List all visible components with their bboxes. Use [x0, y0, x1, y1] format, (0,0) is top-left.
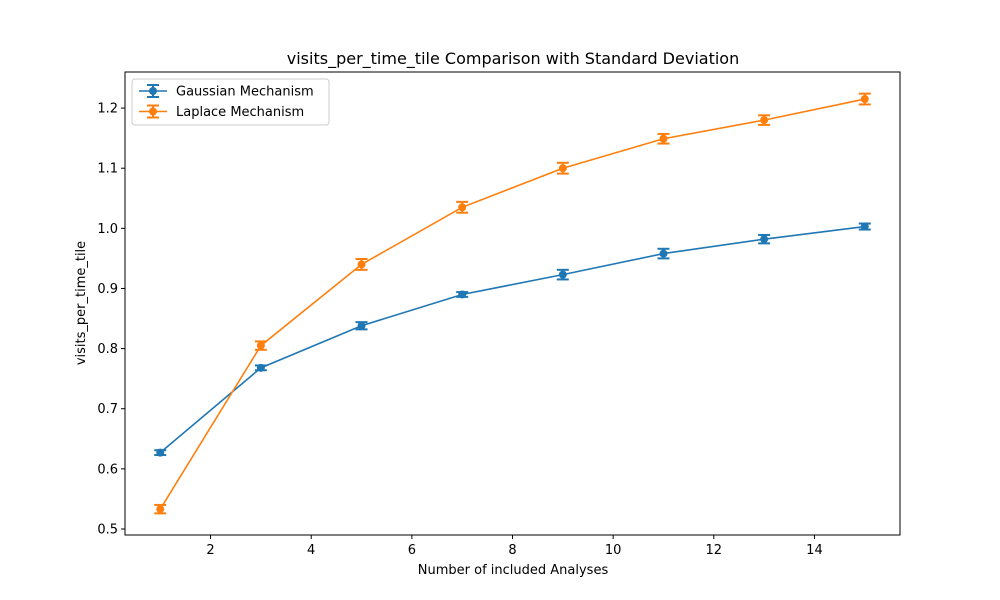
series-line	[159, 98, 865, 510]
data-point	[860, 95, 869, 104]
y-tick-label: 0.9	[97, 282, 118, 297]
legend-swatch-marker	[149, 107, 157, 116]
x-tick-label: 6	[408, 543, 416, 558]
data-point	[458, 290, 467, 299]
data-point	[860, 222, 869, 231]
data-point	[659, 249, 668, 258]
series-1	[154, 222, 871, 457]
data-point	[256, 341, 265, 350]
legend-item-2: Laplace Mechanism	[139, 104, 304, 120]
y-axis: 0.5 0.6 0.7 0.8 0.9 1.0 1.1 1.2	[97, 102, 125, 537]
y-tick-label: 1.0	[97, 222, 118, 237]
data-point	[458, 203, 467, 212]
y-tick-label: 1.1	[97, 162, 118, 177]
legend-label: Gaussian Mechanism	[176, 85, 314, 100]
data-point	[558, 164, 567, 173]
data-point	[156, 505, 165, 514]
data-point	[357, 260, 366, 269]
x-tick-label: 10	[605, 543, 622, 558]
data-point	[659, 134, 668, 143]
plot-area	[154, 92, 871, 515]
x-tick-label: 8	[508, 543, 516, 558]
legend-swatch-marker	[149, 87, 157, 95]
plot-frame	[124, 71, 901, 536]
y-tick-label: 0.8	[97, 342, 118, 357]
y-tick-label: 0.7	[97, 402, 118, 417]
data-point	[558, 270, 567, 279]
y-axis-title: visits_per_time_tile	[74, 241, 89, 365]
y-tick-label: 0.6	[97, 462, 118, 477]
series-2	[154, 92, 871, 515]
x-axis-title: Number of included Analyses	[418, 563, 609, 578]
legend-label: Laplace Mechanism	[176, 105, 304, 120]
data-point	[760, 235, 769, 244]
legend: Gaussian Mechanism Laplace Mechanism	[131, 78, 330, 126]
data-point	[760, 116, 769, 125]
x-axis: 2 4 6 8 10 12 14	[206, 535, 823, 558]
data-point	[357, 321, 366, 330]
data-point	[256, 363, 265, 372]
legend-frame	[131, 78, 330, 126]
x-tick-label: 2	[206, 543, 214, 558]
x-tick-label: 4	[307, 543, 315, 558]
x-tick-label: 14	[806, 543, 823, 558]
legend-item-1: Gaussian Mechanism	[139, 84, 314, 100]
x-tick-label: 12	[706, 543, 723, 558]
series-line	[159, 225, 865, 454]
chart-title: visits_per_time_tile Comparison with Sta…	[287, 49, 739, 69]
y-tick-label: 0.5	[97, 522, 118, 537]
data-point	[156, 448, 165, 457]
y-tick-label: 1.2	[97, 102, 118, 117]
